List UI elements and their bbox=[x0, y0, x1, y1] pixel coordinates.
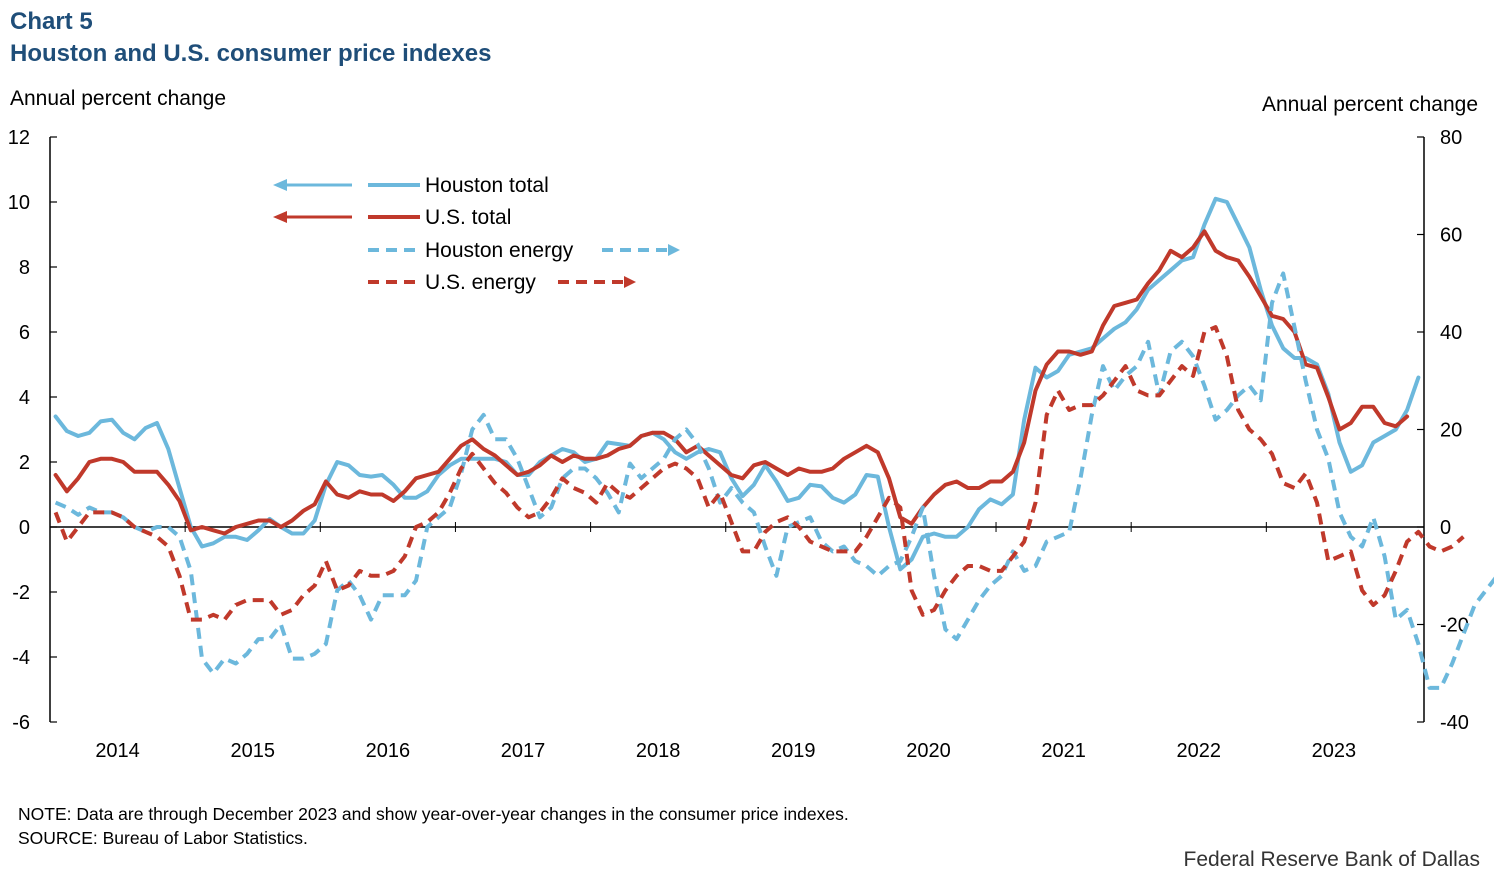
legend-label: Houston energy bbox=[425, 239, 574, 262]
source-text: SOURCE: Bureau of Labor Statistics. bbox=[18, 828, 308, 848]
legend-arrow-right-icon bbox=[668, 244, 680, 256]
x-tick-label: 2021 bbox=[1041, 740, 1086, 762]
left-tick-label: 2 bbox=[19, 452, 30, 474]
x-tick-label: 2014 bbox=[95, 740, 140, 762]
right-tick-label: 20 bbox=[1440, 420, 1462, 442]
left-tick-label: 0 bbox=[19, 517, 30, 539]
chart-title: Houston and U.S. consumer price indexes bbox=[10, 40, 492, 67]
left-tick-label: 12 bbox=[8, 127, 30, 149]
left-tick-label: -2 bbox=[12, 582, 30, 604]
right-tick-label: -40 bbox=[1440, 712, 1469, 734]
right-tick-label: 80 bbox=[1440, 127, 1462, 149]
series-line-houston-total bbox=[53, 196, 1421, 572]
left-tick-label: -4 bbox=[12, 647, 30, 669]
legend-label: U.S. total bbox=[425, 206, 511, 229]
x-tick-label: 2018 bbox=[636, 740, 681, 762]
chart-number: Chart 5 bbox=[10, 8, 93, 35]
left-tick-label: 6 bbox=[19, 322, 30, 344]
right-axis-title: Annual percent change bbox=[1262, 93, 1478, 116]
legend-label: U.S. energy bbox=[425, 271, 536, 294]
legend-label: Houston total bbox=[425, 174, 549, 197]
right-tick-label: 60 bbox=[1440, 225, 1462, 247]
chart-notes: NOTE: Data are through December 2023 and… bbox=[18, 802, 849, 850]
x-tick-label: 2022 bbox=[1177, 740, 1222, 762]
x-tick-label: 2017 bbox=[501, 740, 546, 762]
note-text: NOTE: Data are through December 2023 and… bbox=[18, 804, 849, 824]
left-tick-label: -6 bbox=[12, 712, 30, 734]
x-tick-label: 2016 bbox=[366, 740, 411, 762]
x-tick-label: 2015 bbox=[230, 740, 275, 762]
legend-arrow-left-icon bbox=[273, 179, 287, 191]
left-axis-title: Annual percent change bbox=[10, 87, 226, 110]
x-tick-label: 2020 bbox=[906, 740, 951, 762]
series-line-u-s-total bbox=[53, 229, 1410, 536]
brand-label: Federal Reserve Bank of Dallas bbox=[1183, 848, 1480, 871]
x-tick-label: 2019 bbox=[771, 740, 816, 762]
legend-arrow-left-icon bbox=[273, 211, 287, 223]
legend-arrow-right-icon bbox=[624, 276, 636, 288]
x-tick-label: 2023 bbox=[1312, 740, 1357, 762]
right-tick-label: 0 bbox=[1440, 517, 1451, 539]
right-tick-label: 40 bbox=[1440, 322, 1462, 344]
right-tick-label: -20 bbox=[1440, 615, 1469, 637]
series-line-u-s-energy bbox=[53, 325, 1465, 622]
left-tick-label: 8 bbox=[19, 257, 30, 279]
left-tick-label: 4 bbox=[19, 387, 30, 409]
left-tick-label: 10 bbox=[8, 192, 30, 214]
